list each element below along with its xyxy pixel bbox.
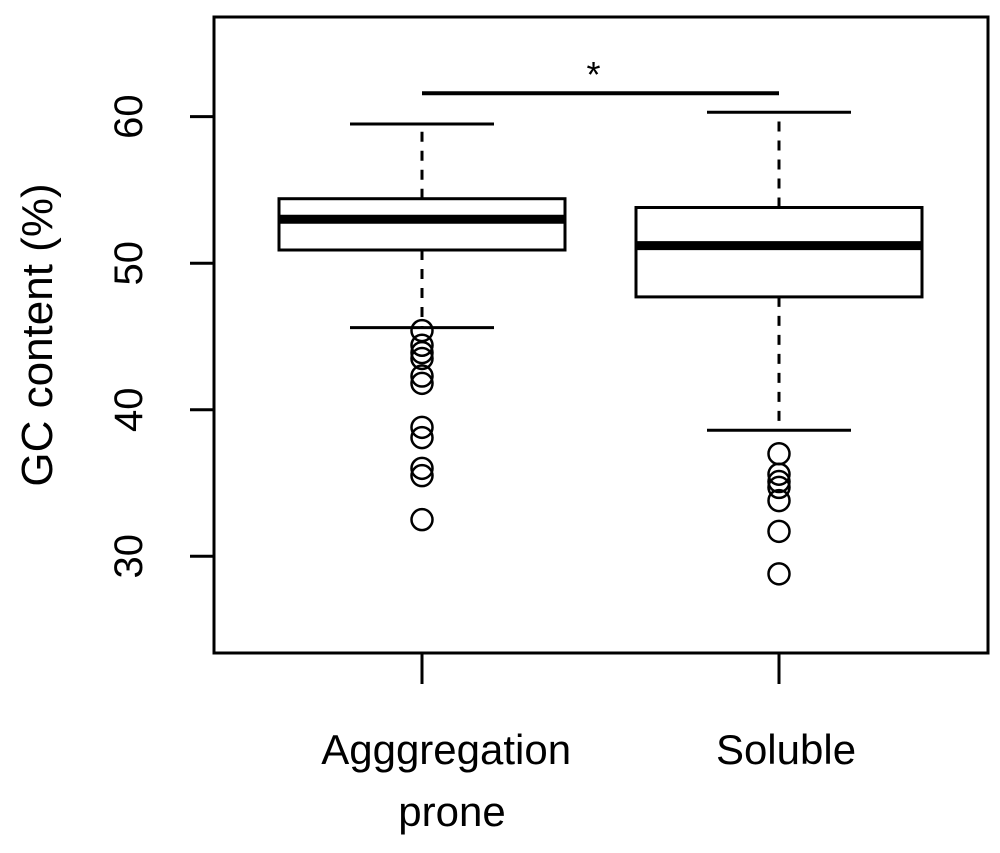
outlier-point <box>767 469 791 494</box>
box-group-1 <box>634 110 924 684</box>
y-axis-label: GC content (%) <box>13 183 62 486</box>
y-tick-label: 60 <box>107 94 151 139</box>
outlier-point <box>410 364 434 388</box>
outlier-point <box>767 519 791 544</box>
outlier-point <box>767 462 791 486</box>
category-label-line: Agggregation <box>321 726 571 773</box>
plot-frame <box>212 15 990 655</box>
category-label-line: Soluble <box>716 726 856 773</box>
outlier-point <box>410 346 434 371</box>
outlier-point <box>767 441 791 466</box>
category-label-line: prone <box>398 788 505 835</box>
outlier-point <box>410 415 434 440</box>
y-tick-label: 50 <box>107 241 151 286</box>
outlier-point <box>410 371 434 396</box>
interquartile-box <box>634 206 924 299</box>
y-tick-label: 30 <box>107 534 151 579</box>
y-axis: 30 40 50 60 <box>107 94 216 579</box>
outlier-point <box>410 456 434 481</box>
outlier-point <box>767 562 791 586</box>
significance-star: * <box>586 54 600 95</box>
outlier-point <box>410 507 434 532</box>
outlier-point <box>410 463 434 488</box>
category-label-aggregation-prone: Agggregation prone <box>321 726 583 835</box>
outlier-point <box>410 333 434 358</box>
outlier-point <box>767 475 791 500</box>
y-tick-label: 40 <box>107 387 151 432</box>
interquartile-box <box>277 197 567 252</box>
outlier-point <box>767 488 791 513</box>
outlier-point <box>410 425 434 450</box>
box-group-0 <box>277 122 567 684</box>
category-label-soluble: Soluble <box>716 726 856 773</box>
outlier-point <box>410 340 434 365</box>
